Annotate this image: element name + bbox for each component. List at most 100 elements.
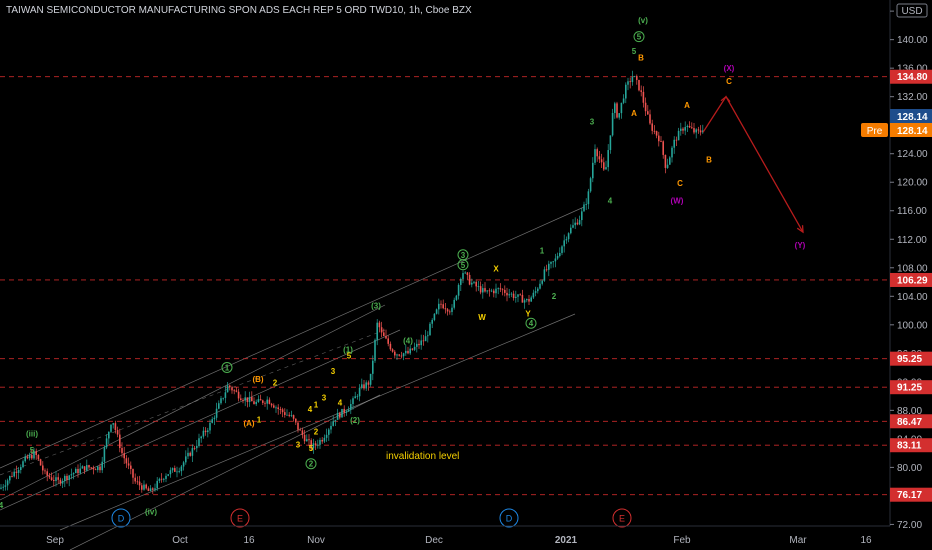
candle-body <box>88 465 90 468</box>
candle-body <box>429 323 431 336</box>
last-price-value: 128.14 <box>897 112 928 123</box>
candle-body <box>141 485 143 490</box>
y-tick-label: 88.00 <box>897 406 922 417</box>
candle-body <box>308 439 310 441</box>
candle-body <box>171 468 174 471</box>
candle-body <box>666 164 669 168</box>
candle-body <box>486 290 488 292</box>
time-marker-circle <box>230 508 250 528</box>
candle-body <box>363 384 365 389</box>
level-tag-value: 95.25 <box>897 354 922 365</box>
candle-body <box>495 288 497 294</box>
chart-title: TAIWAN SEMICONDUCTOR MANUFACTURING SPON … <box>6 5 472 16</box>
candle-body <box>512 293 515 298</box>
candle-body <box>543 269 546 281</box>
candle-body <box>279 409 282 410</box>
candle-body <box>20 467 22 470</box>
candle-body <box>658 135 660 142</box>
candle-body <box>251 397 253 402</box>
wave-label: (X) <box>724 64 735 73</box>
candle-body <box>572 225 574 228</box>
wave-labels: (iii)(iv)(v)54123455(3)(4)(1)(2)53413423… <box>0 16 806 517</box>
candle-body <box>422 340 425 342</box>
currency-box[interactable] <box>896 3 928 18</box>
candle-body <box>257 399 260 402</box>
candle-body <box>72 473 75 475</box>
candle-body <box>365 382 367 389</box>
time-marker-label: E <box>619 514 625 524</box>
candle-body <box>53 480 55 481</box>
candle-body <box>585 204 587 205</box>
wave-label: (3) <box>371 301 381 310</box>
wave-circle <box>305 458 317 470</box>
candle-body <box>31 455 33 459</box>
level-tag-value: 134.80 <box>897 72 928 83</box>
candle-body <box>686 125 689 128</box>
candle-body <box>490 290 493 292</box>
candle-body <box>570 227 572 234</box>
candle-body <box>176 471 178 473</box>
wave-label: (iii) <box>26 429 38 438</box>
candle-body <box>550 261 552 264</box>
candle-body <box>57 477 59 480</box>
candle-body <box>158 478 161 481</box>
y-tick-label: 100.00 <box>897 320 928 331</box>
wave-label: 3 <box>322 393 327 402</box>
candle-body <box>501 289 504 291</box>
x-tick-label: 16 <box>243 535 255 546</box>
candle-body <box>213 417 216 420</box>
candle-body <box>13 471 15 477</box>
candle-body <box>79 468 81 474</box>
candle-body <box>391 349 394 352</box>
candle-body <box>413 346 416 350</box>
candle-body <box>627 81 629 85</box>
candle-body <box>682 128 684 131</box>
candle-body <box>83 466 86 471</box>
candle-body <box>592 162 594 179</box>
candle-body <box>127 463 130 466</box>
x-tick-label: Mar <box>789 535 807 546</box>
candle-body <box>200 436 202 439</box>
candle-body <box>372 360 374 374</box>
candle-body <box>378 322 381 328</box>
wave-label: 1 <box>314 401 319 410</box>
wave-circle <box>457 259 469 271</box>
y-tick-label: 132.00 <box>897 92 928 103</box>
wave-label: 2 <box>309 460 314 469</box>
wave-label: 3 <box>296 440 301 449</box>
candle-body <box>185 456 187 463</box>
candle-body <box>262 400 264 403</box>
candle-body <box>596 149 598 157</box>
candle-body <box>255 401 257 405</box>
candle-body <box>198 438 200 446</box>
invalidation-level-label: invalidation level <box>386 451 459 462</box>
candle-body <box>277 407 279 410</box>
candle-body <box>644 102 647 112</box>
x-axis[interactable]: Sep Oct 16 Nov Dec 2021 Feb Mar 16 <box>46 535 872 546</box>
candle-body <box>636 76 638 80</box>
candle-body <box>125 458 128 464</box>
candle-body <box>691 127 693 129</box>
candle-body <box>493 290 495 294</box>
time-marker-circle <box>111 508 131 528</box>
candle-body <box>589 178 592 192</box>
candle-body <box>574 222 576 226</box>
y-axis[interactable]: 144.00140.00136.00132.00128.00124.00120.… <box>890 7 928 531</box>
candle-body <box>563 240 565 247</box>
candle-body <box>325 434 328 438</box>
wave-label: (B) <box>252 375 263 384</box>
candle-body <box>121 448 123 454</box>
level-tag-value: 106.29 <box>897 275 928 286</box>
candle-body <box>44 470 46 472</box>
candle-body <box>471 282 473 285</box>
wave-label: (W) <box>671 197 684 206</box>
y-tick-label: 124.00 <box>897 149 928 160</box>
candle-body <box>398 354 400 356</box>
level-tag <box>890 438 932 453</box>
candle-body <box>541 280 543 284</box>
channel-line <box>59 313 576 531</box>
candle-body <box>292 415 295 419</box>
x-tick-label: Sep <box>46 535 64 546</box>
candle-body <box>321 439 323 442</box>
